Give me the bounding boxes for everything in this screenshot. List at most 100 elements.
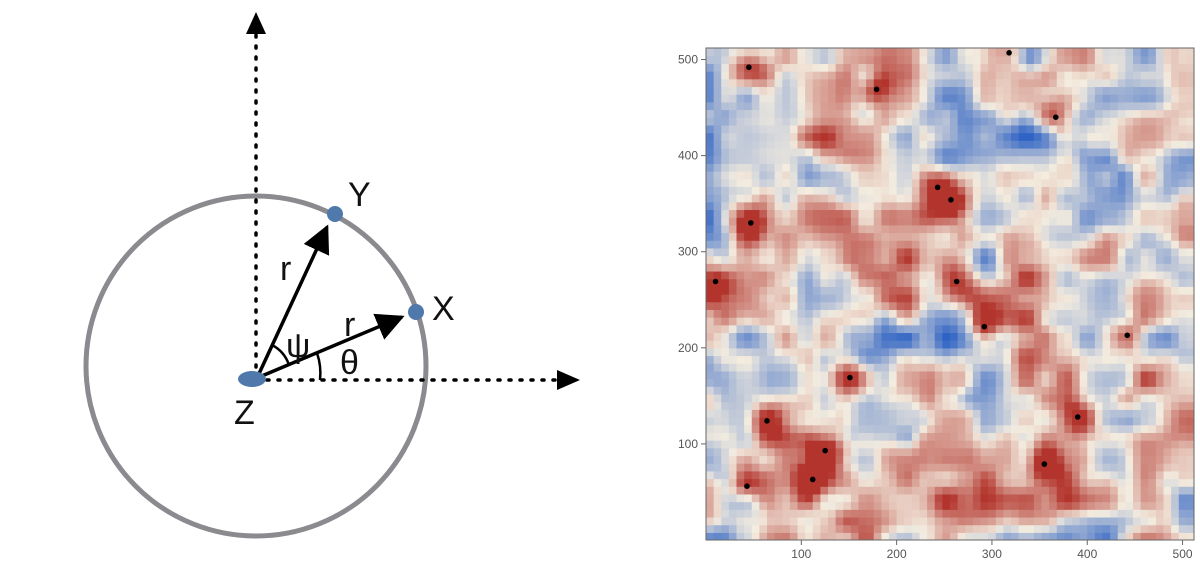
heatmap-cell [797, 194, 806, 203]
heatmap-cell [850, 301, 860, 310]
heatmap-cell [1163, 432, 1172, 441]
heatmap-cell [767, 317, 776, 326]
heatmap-cell [751, 524, 760, 533]
heatmap-cell [995, 509, 1004, 518]
heatmap-cell [828, 393, 837, 403]
heatmap-cell [728, 424, 738, 433]
heatmap-cell [965, 393, 974, 403]
heatmap-cell [706, 309, 715, 318]
heatmap-cell [1117, 532, 1126, 540]
heatmap-cell [927, 493, 936, 503]
heatmap-cell [736, 109, 745, 118]
heatmap-cell [820, 94, 829, 103]
heatmap-cell [1033, 401, 1043, 410]
heatmap-cell [728, 224, 738, 234]
heatmap-cell [828, 186, 837, 195]
heatmap-cell [911, 263, 921, 272]
heatmap-cell [767, 201, 776, 211]
heatmap-cell [858, 340, 867, 349]
heatmap-cell [904, 78, 913, 88]
heatmap-cell [1148, 532, 1157, 540]
heatmap-cell [957, 270, 966, 280]
heatmap-cell [812, 340, 821, 349]
heatmap-cell [1148, 124, 1157, 134]
heatmap-cell [965, 178, 974, 187]
heatmap-cell [995, 301, 1004, 310]
heatmap-cell [828, 324, 837, 334]
heatmap-cell [873, 355, 882, 364]
heatmap-cell [1041, 147, 1050, 157]
heatmap-cell [843, 324, 852, 334]
heatmap-cell [1102, 470, 1111, 480]
heatmap-cell [988, 432, 997, 441]
heatmap-cell [774, 117, 783, 126]
heatmap-cell [957, 171, 966, 180]
heatmap-cell [911, 401, 921, 410]
heatmap-cell [1178, 509, 1187, 518]
heatmap-cell [843, 294, 852, 303]
heatmap-cell [896, 455, 905, 464]
heatmap-cell [1056, 401, 1065, 410]
heatmap-cell [889, 63, 898, 72]
heatmap-cell [789, 486, 799, 495]
heatmap-cell [858, 470, 867, 480]
heatmap-cell [1117, 409, 1126, 418]
heatmap-cell [1011, 117, 1020, 126]
heatmap-cell [1163, 493, 1172, 503]
heatmap-cell [759, 86, 768, 95]
heatmap-cell [942, 355, 951, 364]
heatmap-cell [904, 401, 913, 410]
heatmap-cell [789, 509, 799, 518]
heatmap-cell [782, 55, 791, 64]
heatmap-cell [843, 132, 852, 141]
heatmap-cell [1125, 532, 1134, 540]
heatmap-cell [789, 516, 799, 526]
heatmap-cell [957, 240, 966, 249]
heatmap-cell [828, 224, 837, 234]
heatmap-cell [1072, 424, 1081, 433]
heatmap-cell [1094, 294, 1104, 303]
heatmap-cell [1041, 155, 1050, 164]
heatmap-cell [942, 432, 951, 441]
heatmap-cell [942, 447, 951, 457]
heatmap-cell [789, 48, 799, 57]
heatmap-cell [850, 270, 860, 280]
heatmap-cell [850, 532, 860, 540]
heatmap-cell [1026, 240, 1035, 249]
heatmap-cell [866, 417, 875, 426]
heatmap-cell [767, 386, 776, 395]
heatmap-cell [820, 124, 829, 134]
heatmap-cell [1041, 486, 1050, 495]
heatmap-cell [904, 63, 913, 72]
heatmap-cell [866, 401, 875, 410]
heatmap-cell [995, 147, 1004, 157]
heatmap-cell [797, 386, 806, 395]
heatmap-cell [965, 201, 974, 211]
heatmap-cell [1102, 393, 1111, 403]
heatmap-cell [1148, 386, 1157, 395]
heatmap-cell [1033, 55, 1043, 64]
heatmap-cell [950, 432, 959, 441]
heatmap-cell [858, 493, 867, 503]
heatmap-cell [1003, 493, 1012, 503]
heatmap-cell [889, 332, 898, 341]
heatmap-cell [873, 48, 882, 57]
heatmap-cell [751, 78, 760, 88]
heatmap-cell [896, 86, 905, 95]
heatmap-cell [843, 309, 852, 318]
heatmap-cell [767, 224, 776, 234]
heatmap-cell [1110, 163, 1119, 172]
heatmap-cell [896, 386, 905, 395]
heatmap-cell [995, 278, 1004, 287]
heatmap-cell [927, 140, 936, 149]
heatmap-cell [759, 71, 768, 80]
heatmap-cell [950, 240, 959, 249]
heatmap-cell [972, 347, 982, 357]
heatmap-cell [812, 71, 821, 80]
heatmap-cell [1148, 286, 1157, 295]
heatmap-cell [957, 117, 966, 126]
heatmap-cell [828, 101, 837, 111]
heatmap-cell [1064, 232, 1073, 241]
heatmap-cell [965, 132, 974, 141]
heatmap-cell [812, 209, 821, 218]
